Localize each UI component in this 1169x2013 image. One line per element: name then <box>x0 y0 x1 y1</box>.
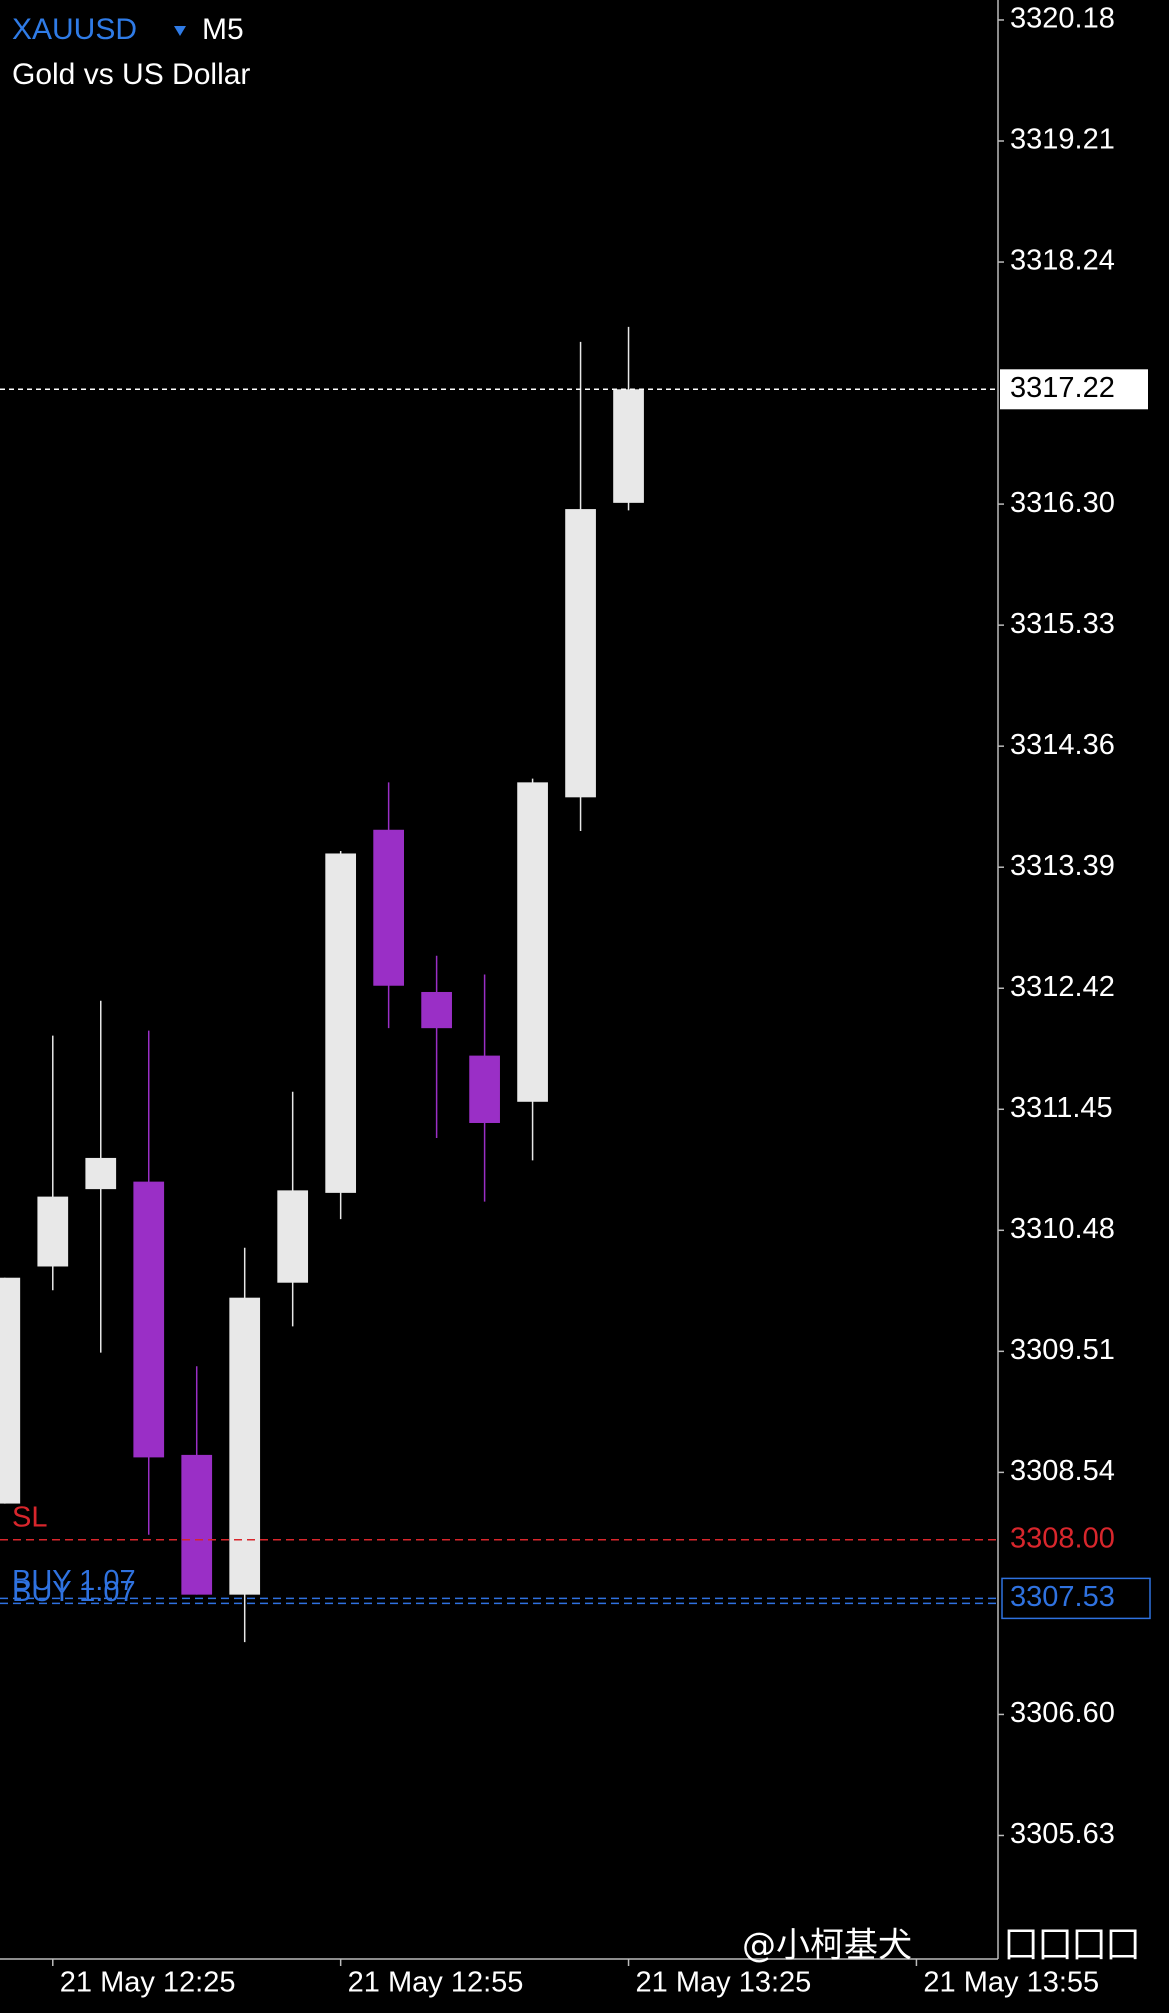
subtitle: Gold vs US Dollar <box>12 58 250 91</box>
y-tick-label: 3316.30 <box>1010 487 1115 519</box>
y-tick-label: 3305.63 <box>1010 1818 1115 1850</box>
candle-body <box>517 782 548 1102</box>
y-tick-label: 3313.39 <box>1010 850 1115 882</box>
watermark-suffix: 囗囗囗囗 <box>1004 1926 1140 1966</box>
y-tick-label: 3310.48 <box>1010 1213 1115 1245</box>
order-tag: BUY 1.07 <box>12 1565 136 1597</box>
symbol-dropdown-arrow[interactable] <box>174 26 186 36</box>
candle-body <box>85 1157 117 1190</box>
x-tick-label: 21 May 12:25 <box>60 1967 236 1999</box>
candle-body <box>229 1297 261 1595</box>
order-tag: BUY 1.07 <box>12 1576 136 1608</box>
timeframe[interactable]: M5 <box>202 13 244 46</box>
candle-body <box>37 1196 69 1267</box>
y-tick-label: 3315.33 <box>1010 608 1115 640</box>
candle-body <box>0 1277 21 1504</box>
symbol[interactable]: XAUUSD <box>12 13 137 46</box>
y-tick-label: 3312.42 <box>1010 971 1115 1003</box>
stop-loss-tag: SL <box>12 1501 47 1533</box>
candle-body <box>181 1454 213 1595</box>
candle-body <box>133 1181 165 1458</box>
x-tick-label: 21 May 12:55 <box>348 1967 524 1999</box>
y-tick-label: 3308.54 <box>1010 1455 1115 1487</box>
candle-body <box>469 1055 500 1123</box>
order-price-box <box>1001 1577 1151 1620</box>
candle-body <box>613 389 644 503</box>
current-price-box <box>1000 369 1148 410</box>
y-tick-label: 3319.21 <box>1010 124 1115 156</box>
x-tick-label: 21 May 13:55 <box>923 1967 1099 1999</box>
y-tick-label: 3311.45 <box>1010 1092 1113 1124</box>
y-tick-label: 3314.36 <box>1010 729 1115 761</box>
candle-body <box>325 853 357 1193</box>
candle-body <box>277 1190 309 1283</box>
y-tick-label: 3306.60 <box>1010 1697 1115 1729</box>
candle-body <box>421 991 452 1029</box>
y-tick-label: 3309.51 <box>1010 1334 1115 1366</box>
candle-body <box>373 829 404 986</box>
order-price: 3307.53 <box>1010 1581 1115 1613</box>
y-tick-label: 3320.18 <box>1010 3 1115 35</box>
x-tick-label: 21 May 13:25 <box>636 1967 812 1999</box>
current-price-label: 3317.22 <box>1010 372 1115 404</box>
stop-loss-price: 3308.00 <box>1010 1522 1115 1554</box>
candle-body <box>565 509 596 798</box>
watermark: @小柯基犬 <box>742 1926 912 1966</box>
y-tick-label: 3318.24 <box>1010 245 1115 277</box>
